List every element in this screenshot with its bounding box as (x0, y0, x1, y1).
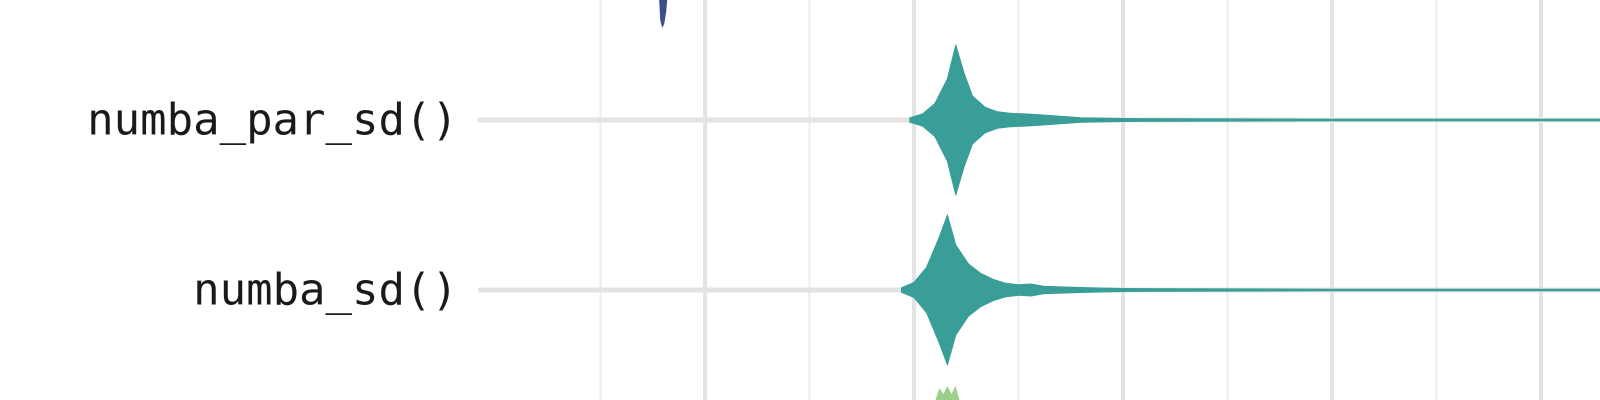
y-axis-tick-labels: numba_par_sd() numba_sd() (87, 95, 458, 316)
violins (659, 0, 1600, 400)
partial-violin-bottom (935, 386, 960, 400)
partial-violin-top (659, 0, 668, 28)
violin-numba-par-sd (909, 44, 1600, 196)
violin-numba-sd (901, 214, 1600, 366)
y-tick-label: numba_par_sd() (87, 95, 458, 146)
grid (478, 0, 1600, 400)
y-tick-label: numba_sd() (193, 265, 458, 316)
